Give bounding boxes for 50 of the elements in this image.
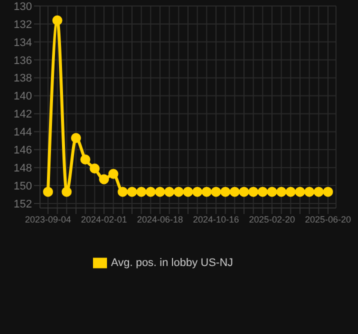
point (230, 186, 240, 197)
x-tick-label: 2024-10-16 (192, 214, 240, 224)
point (267, 186, 277, 197)
point (52, 15, 62, 26)
point (155, 186, 165, 197)
point (220, 186, 230, 197)
point (62, 186, 72, 197)
y-tick-label: 144 (14, 126, 32, 139)
point (323, 186, 333, 197)
point (136, 186, 146, 197)
y-tick-label: 134 (14, 36, 32, 49)
point (71, 132, 81, 143)
point (304, 186, 314, 197)
y-tick-label: 138 (14, 72, 32, 85)
y-tick-label: 146 (14, 144, 32, 157)
y-tick-label: 142 (14, 108, 32, 121)
point (295, 186, 305, 197)
point (146, 186, 156, 197)
point (314, 186, 324, 197)
point (174, 186, 184, 197)
point (108, 168, 118, 179)
point (127, 186, 137, 197)
point (239, 186, 249, 197)
point (248, 186, 258, 197)
point (80, 154, 90, 165)
point (286, 186, 296, 197)
point (211, 186, 221, 197)
point (183, 186, 193, 197)
point (90, 164, 100, 174)
point (99, 174, 109, 184)
x-tick-label: 2025-02-20 (248, 214, 296, 224)
point (164, 186, 174, 197)
point (276, 186, 286, 197)
y-tick-label: 140 (14, 90, 32, 103)
y-tick-label: 152 (14, 198, 32, 210)
x-tick-label: 2025-06-20 (304, 214, 352, 224)
y-tick-label: 130 (14, 0, 32, 13)
y-tick-label: 148 (14, 162, 32, 175)
x-tick-label: 2023-09-04 (24, 214, 72, 224)
point (118, 186, 128, 197)
point (258, 186, 268, 197)
x-tick-label: 2024-02-01 (80, 214, 128, 224)
point (43, 186, 53, 197)
point (192, 186, 202, 197)
point (202, 186, 212, 197)
y-tick-label: 132 (14, 18, 32, 31)
y-tick-label: 150 (14, 180, 32, 192)
x-tick-label: 2024-06-18 (136, 214, 184, 224)
y-tick-label: 136 (14, 54, 32, 67)
legend-label: Avg. pos. in lobby US-NJ (110, 256, 234, 269)
